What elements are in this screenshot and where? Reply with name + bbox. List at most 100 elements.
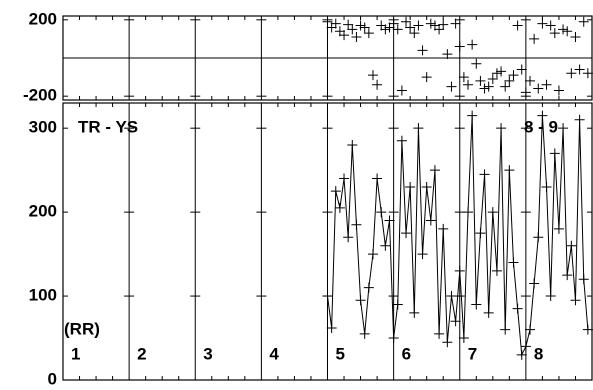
marker (496, 123, 507, 134)
marker (438, 223, 449, 234)
y-tick-label: 0 (48, 369, 57, 388)
section-label: 8 (534, 344, 543, 363)
marker (454, 41, 465, 52)
marker (384, 215, 395, 226)
marker (421, 181, 432, 192)
marker (570, 32, 581, 42)
marker (541, 181, 552, 192)
marker (380, 24, 391, 35)
marker (479, 169, 490, 180)
marker (463, 207, 474, 218)
marker (516, 349, 527, 360)
marker (475, 228, 486, 239)
marker (562, 270, 573, 281)
marker (401, 16, 412, 27)
section-label: 7 (468, 344, 477, 363)
marker (405, 181, 416, 192)
marker (558, 123, 569, 134)
y-tick-label: 100 (29, 286, 57, 305)
marker (367, 70, 378, 81)
marker (496, 66, 507, 77)
marker (458, 333, 469, 344)
marker (475, 75, 486, 86)
marker (533, 232, 544, 243)
marker (367, 249, 378, 260)
marker (562, 26, 573, 37)
marker (359, 22, 370, 33)
marker (417, 45, 428, 56)
marker (487, 74, 498, 84)
marker (529, 278, 540, 289)
marker (512, 20, 523, 31)
annotation: 8 - 9 (524, 117, 558, 136)
marker (425, 215, 436, 226)
section-label: 1 (71, 344, 80, 363)
marker (339, 173, 350, 184)
marker (467, 39, 478, 50)
marker (537, 18, 548, 29)
marker (463, 79, 474, 90)
marker (520, 87, 531, 98)
marker (372, 173, 383, 184)
marker (558, 24, 569, 35)
marker (421, 72, 432, 83)
marker (347, 139, 358, 150)
section-label: 2 (137, 344, 146, 363)
section-label: 6 (402, 344, 411, 363)
marker (446, 81, 457, 92)
marker (347, 24, 358, 35)
marker (578, 274, 589, 285)
marker (401, 228, 412, 239)
marker (471, 299, 482, 310)
marker (471, 58, 482, 69)
marker (582, 324, 593, 335)
marker (388, 18, 399, 29)
marker (359, 328, 370, 339)
marker (454, 265, 465, 276)
marker (351, 219, 362, 230)
annotation: (RR) (64, 319, 100, 338)
marker (417, 249, 428, 260)
y-tick-label: 200 (29, 9, 57, 28)
marker (508, 257, 519, 268)
marker (529, 33, 540, 44)
marker (442, 337, 453, 348)
marker (405, 22, 416, 33)
marker (570, 295, 581, 306)
marker (388, 333, 399, 344)
marker (392, 299, 403, 310)
marker (392, 24, 403, 35)
marker (483, 307, 494, 318)
marker (533, 83, 544, 94)
marker (376, 207, 387, 218)
marker (500, 324, 511, 335)
marker (355, 20, 366, 31)
marker (446, 291, 457, 302)
marker (413, 123, 424, 134)
marker (545, 20, 556, 31)
marker (429, 165, 440, 176)
marker (582, 68, 593, 79)
marker (363, 28, 374, 39)
marker (467, 110, 478, 121)
series-line (327, 115, 589, 357)
marker (553, 85, 564, 96)
marker (525, 75, 536, 86)
marker (512, 303, 523, 314)
marker (574, 64, 585, 75)
marker (343, 232, 354, 243)
marker (438, 19, 449, 30)
marker (434, 328, 445, 339)
marker (363, 282, 374, 293)
marker (334, 202, 345, 213)
marker (343, 19, 354, 30)
marker (380, 240, 391, 251)
marker (487, 207, 498, 218)
marker (549, 148, 560, 159)
y-tick-label: 300 (29, 118, 57, 137)
marker (545, 291, 556, 302)
y-tick-label: -200 (23, 86, 57, 105)
marker (322, 291, 333, 302)
marker (434, 24, 445, 35)
